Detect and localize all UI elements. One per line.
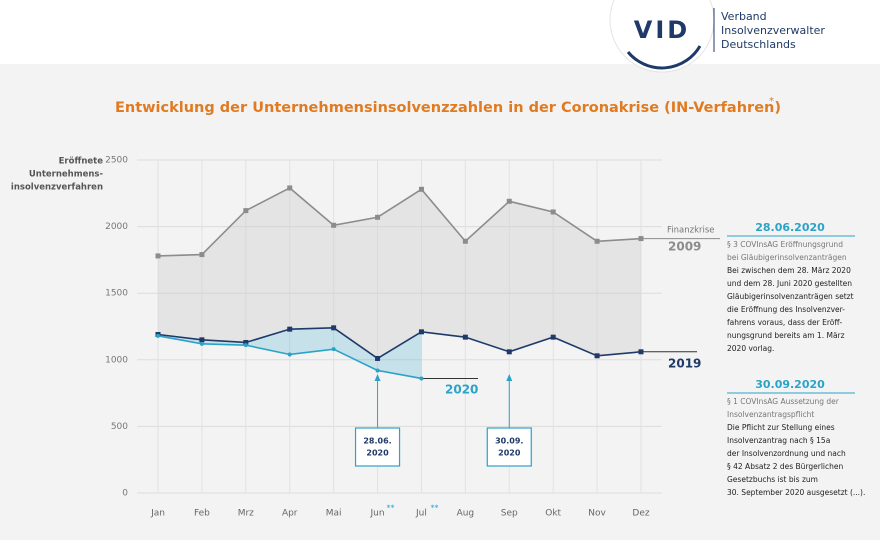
y-tick-label: 2000	[105, 222, 128, 232]
note-body: Gläubigerinsolvenzanträgen setzt	[727, 292, 854, 301]
arrow-head	[506, 374, 513, 381]
note-subtitle: bei Gläubigerinsolvenzanträgen	[727, 253, 847, 262]
series-line	[157, 187, 642, 257]
arrow-head	[374, 374, 381, 381]
note-body: Die Pflicht zur Stellung eines	[727, 423, 835, 432]
header-band	[0, 0, 880, 64]
org-name: Deutschlands	[721, 38, 796, 51]
x-tick-label: Okt	[545, 509, 561, 519]
marker	[594, 238, 600, 244]
marker	[156, 333, 160, 338]
marker	[199, 341, 204, 346]
series-note: Finanzkrise	[667, 226, 715, 236]
x-tick-note: **	[387, 504, 395, 513]
note-body: 30. September 2020 ausgesetzt (...).	[727, 488, 865, 497]
title-note: *	[769, 96, 774, 107]
marker	[243, 343, 248, 348]
marker	[199, 252, 205, 258]
marker	[506, 349, 512, 355]
y-tick-label: 1500	[105, 289, 128, 299]
marker	[287, 326, 293, 332]
x-tick-label: Aug	[457, 509, 475, 519]
marker	[550, 209, 556, 215]
note-title: 30.09.2020	[755, 378, 825, 391]
note-subtitle: § 1 COVInsAG Aussetzung der	[727, 397, 840, 406]
x-tick-label: Apr	[282, 509, 298, 519]
y-tick-label: 2500	[105, 156, 128, 166]
y-axis-label: Unternehmens-	[29, 170, 104, 180]
org-name: Verband	[721, 10, 767, 23]
marker	[243, 208, 249, 214]
note-body: die Eröffnung des Insolvenzver-	[727, 305, 845, 314]
org-name: Insolvenzverwalter	[721, 24, 825, 37]
chart-title: Entwicklung der Unternehmensinsolvenzzah…	[115, 100, 781, 116]
note-body: fahrens voraus, dass der Eröff-	[727, 318, 843, 327]
series-label: 2020	[445, 383, 478, 397]
marker	[418, 186, 424, 192]
y-tick-label: 500	[111, 422, 128, 432]
y-axis-label: insolvenzverfahren	[11, 183, 103, 193]
note-body: Insolvenzantrag nach § 15a	[727, 436, 830, 445]
annotation-text: 30.09.	[495, 437, 523, 446]
marker	[375, 355, 381, 361]
annotation-text: 2020	[498, 449, 521, 458]
marker	[419, 376, 424, 381]
logo-arc	[626, 45, 702, 70]
marker	[462, 334, 468, 340]
series-label: 2009	[668, 240, 701, 254]
x-tick-label: Nov	[588, 509, 606, 519]
x-tick-note: **	[430, 504, 438, 513]
annotation-text: 2020	[366, 449, 389, 458]
marker	[287, 352, 292, 357]
marker	[331, 325, 337, 331]
note-body: 2020 vorlag.	[727, 344, 774, 353]
series-label: 2019	[668, 357, 701, 371]
marker	[331, 347, 336, 352]
note-body: Bei zwischen dem 28. März 2020	[727, 266, 851, 275]
marker	[594, 353, 600, 359]
note-subtitle: § 3 COVInsAG Eröffnungsgrund	[727, 240, 843, 249]
marker	[375, 368, 380, 373]
note-body: der Insolvenzordnung und nach	[727, 449, 846, 458]
annotation-text: 28.06.	[363, 437, 391, 446]
note-title: 28.06.2020	[755, 221, 825, 234]
marker	[155, 253, 161, 259]
marker	[243, 339, 249, 345]
note-body: und dem 28. Juni 2020 gestellten	[727, 279, 852, 288]
logo-text: VID	[634, 16, 690, 44]
marker	[375, 214, 381, 220]
annotation-box	[486, 427, 532, 467]
y-axis-label: Eröffnete	[59, 157, 104, 167]
marker	[638, 349, 644, 355]
x-tick-label: Mai	[326, 509, 342, 519]
marker	[331, 222, 337, 228]
x-tick-label: Jun	[370, 509, 385, 519]
marker	[287, 185, 293, 191]
x-tick-label: Sep	[501, 509, 518, 519]
x-tick-label: Dez	[632, 509, 649, 519]
x-tick-label: Jul	[415, 509, 427, 519]
marker	[550, 334, 556, 340]
note-subtitle: Insolvenzantragspflicht	[727, 410, 814, 419]
note-body: nungsgrund bereits am 1. März	[727, 331, 845, 340]
x-tick-label: Jan	[150, 509, 165, 519]
marker	[506, 198, 512, 204]
band-fill	[158, 187, 641, 359]
marker	[462, 238, 468, 244]
marker	[418, 329, 424, 335]
y-tick-label: 1000	[105, 355, 128, 365]
marker	[638, 236, 644, 242]
marker	[199, 337, 205, 343]
y-tick-label: 0	[122, 489, 128, 499]
annotation-box	[354, 427, 401, 467]
series-line	[157, 327, 642, 360]
x-tick-label: Mrz	[238, 509, 254, 519]
note-body: § 42 Absatz 2 des Bürgerlichen	[727, 462, 844, 471]
x-tick-label: Feb	[194, 509, 210, 519]
note-body: Gesetzbuchs ist bis zum	[727, 475, 818, 484]
